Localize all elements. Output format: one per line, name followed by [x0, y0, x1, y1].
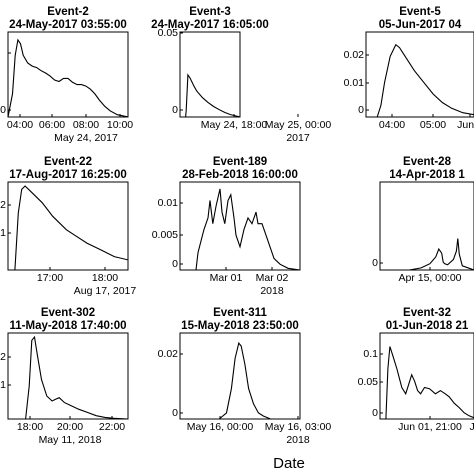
x-tick-label: 10:00	[107, 119, 133, 131]
x-tick-sublabel: May 11, 2018	[39, 434, 102, 446]
y-tick-label: 0	[372, 257, 378, 269]
y-tick-label: 0.01	[158, 197, 179, 209]
series-line	[8, 185, 129, 271]
x-tick-label: May 24, 18:00	[201, 119, 268, 131]
series-line	[380, 238, 474, 271]
subplot-title: Event-32	[403, 307, 451, 319]
axes-frame	[7, 181, 129, 271]
subplot-subtitle: 24-May-2017 03:55:00	[9, 19, 127, 31]
series-line	[180, 341, 300, 420]
series-line	[7, 38, 129, 118]
axes-frame	[379, 332, 474, 420]
y-tick-label: 0	[358, 104, 364, 116]
subplot-subtitle: 01-Jun-2018 21	[386, 320, 469, 332]
x-tick-label: 22:00	[99, 421, 125, 433]
figure-xlabel: Date	[273, 455, 305, 472]
axes-frame	[379, 181, 474, 271]
subplot-subtitle: 15-May-2018 23:50:00	[181, 320, 299, 332]
y-tick-label: 0.01	[344, 77, 365, 89]
y-tick-label: 0	[172, 104, 178, 116]
series-line	[8, 335, 129, 420]
x-tick-label: 18:00	[92, 272, 118, 284]
x-tick-label: 18:00	[17, 421, 43, 433]
x-tick-label: Jun 0	[457, 119, 474, 131]
series-line	[180, 73, 241, 118]
y-tick-label: 0.05	[358, 376, 379, 388]
subplot-title: Event-28	[403, 156, 452, 168]
x-tick-label: May 16, 03:00	[265, 421, 332, 433]
x-tick-label: 04:00	[379, 119, 405, 131]
subplot-1: Event-224-May-2017 03:55:00 04:00 06:00 08:…	[0, 6, 133, 144]
subplot-title: Event-302	[41, 307, 95, 319]
y-tick-label: 0	[0, 104, 6, 116]
y-tick-label: 0	[172, 258, 178, 270]
y-tick-label: 1	[0, 379, 6, 391]
series-line	[366, 43, 474, 118]
x-tick-label: Mar 01	[210, 272, 243, 284]
axes-frame	[7, 31, 129, 118]
x-tick-label: Ju	[469, 421, 474, 433]
subplot-subtitle: 05-Jun-2017 04	[379, 19, 462, 31]
x-tick-label: 08:00	[73, 119, 99, 131]
subplot-title: Event-189	[213, 156, 267, 168]
subplot-3: Event-505-Jun-2017 04 04:00 05:00 Jun 0 0.02…	[344, 6, 474, 131]
x-tick-label: 20:00	[57, 421, 83, 433]
y-tick-label: 2	[0, 199, 6, 211]
x-tick-label: May 16, 00:00	[187, 421, 254, 433]
axes-frame	[179, 31, 241, 118]
y-tick-label: 0.02	[344, 49, 365, 61]
y-tick-label: 1	[0, 227, 6, 239]
subplot-2: Event-324-May-2017 16:05:00 May 24, 18:00…	[151, 6, 331, 144]
series-line	[380, 346, 474, 420]
y-tick-label: 0.005	[152, 229, 178, 241]
x-tick-label: 06:00	[39, 119, 65, 131]
axes-frame	[179, 181, 301, 271]
axes-frame	[7, 332, 129, 420]
subplot-title: Event-3	[189, 6, 231, 18]
x-tick-label: May 25, 00:00	[265, 119, 332, 131]
x-tick-label: 17:00	[37, 272, 63, 284]
subplot-title: Event-5	[399, 6, 441, 18]
subplot-subtitle: 28-Feb-2018 16:00:00	[182, 169, 298, 181]
subplot-subtitle: 24-May-2017 16:05:00	[151, 19, 269, 31]
axes-frame	[179, 332, 301, 420]
y-tick-label: 0.02	[158, 348, 179, 360]
y-tick-label: 0.1	[363, 348, 378, 360]
subplot-subtitle: 14-Apr-2018 1	[389, 169, 465, 181]
y-tick-label: 0.05	[158, 27, 179, 39]
x-tick-label: Apr 15, 00:00	[398, 272, 461, 284]
y-tick-label: 2	[0, 351, 6, 363]
x-tick-sublabel: 2018	[286, 434, 310, 446]
axes-frame	[365, 31, 474, 118]
subplot-subtitle: 11-May-2018 17:40:00	[10, 320, 127, 332]
x-tick-label: 04:00	[7, 119, 33, 131]
x-tick-label: 05:00	[420, 119, 446, 131]
subplot-subtitle: 17-Aug-2017 16:25:00	[9, 169, 127, 181]
x-tick-label: Mar 02	[256, 272, 289, 284]
x-tick-sublabel: 2018	[260, 285, 284, 297]
subplot-title: Event-311	[213, 307, 267, 319]
x-tick-sublabel: Aug 17, 2017	[74, 285, 137, 297]
x-tick-sublabel: May 24, 2017	[54, 132, 118, 144]
series-line	[180, 188, 301, 271]
y-tick-label: 0	[372, 407, 378, 419]
subplot-title: Event-2	[47, 6, 89, 18]
y-tick-label: 0	[172, 407, 178, 419]
x-tick-label: Jun 01, 21:00	[398, 421, 462, 433]
subplot-title: Event-22	[44, 156, 92, 168]
x-tick-sublabel: 2017	[286, 132, 310, 144]
